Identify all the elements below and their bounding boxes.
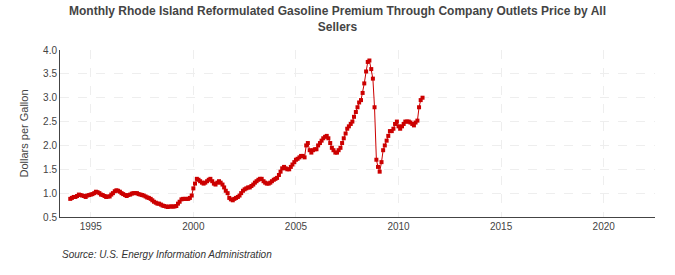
- svg-text:3.5: 3.5: [43, 68, 57, 79]
- svg-text:2.0: 2.0: [43, 140, 57, 151]
- svg-text:3.0: 3.0: [43, 92, 57, 103]
- svg-text:1.5: 1.5: [43, 164, 57, 175]
- svg-text:1.0: 1.0: [43, 188, 57, 199]
- svg-text:1995: 1995: [80, 221, 103, 232]
- svg-text:4.0: 4.0: [43, 45, 57, 56]
- svg-text:2005: 2005: [285, 221, 308, 232]
- svg-text:2010: 2010: [387, 221, 410, 232]
- svg-text:2000: 2000: [182, 221, 205, 232]
- svg-text:2015: 2015: [490, 221, 513, 232]
- svg-text:Dollars per Gallon: Dollars per Gallon: [18, 89, 30, 177]
- svg-text:Monthly Rhode Island Reformula: Monthly Rhode Island Reformulated Gasoli…: [69, 4, 606, 34]
- svg-text:0.5: 0.5: [43, 212, 57, 223]
- svg-text:2020: 2020: [593, 221, 616, 232]
- svg-text:Source: U.S. Energy Informatio: Source: U.S. Energy Information Administ…: [62, 249, 272, 260]
- svg-text:2.5: 2.5: [43, 116, 57, 127]
